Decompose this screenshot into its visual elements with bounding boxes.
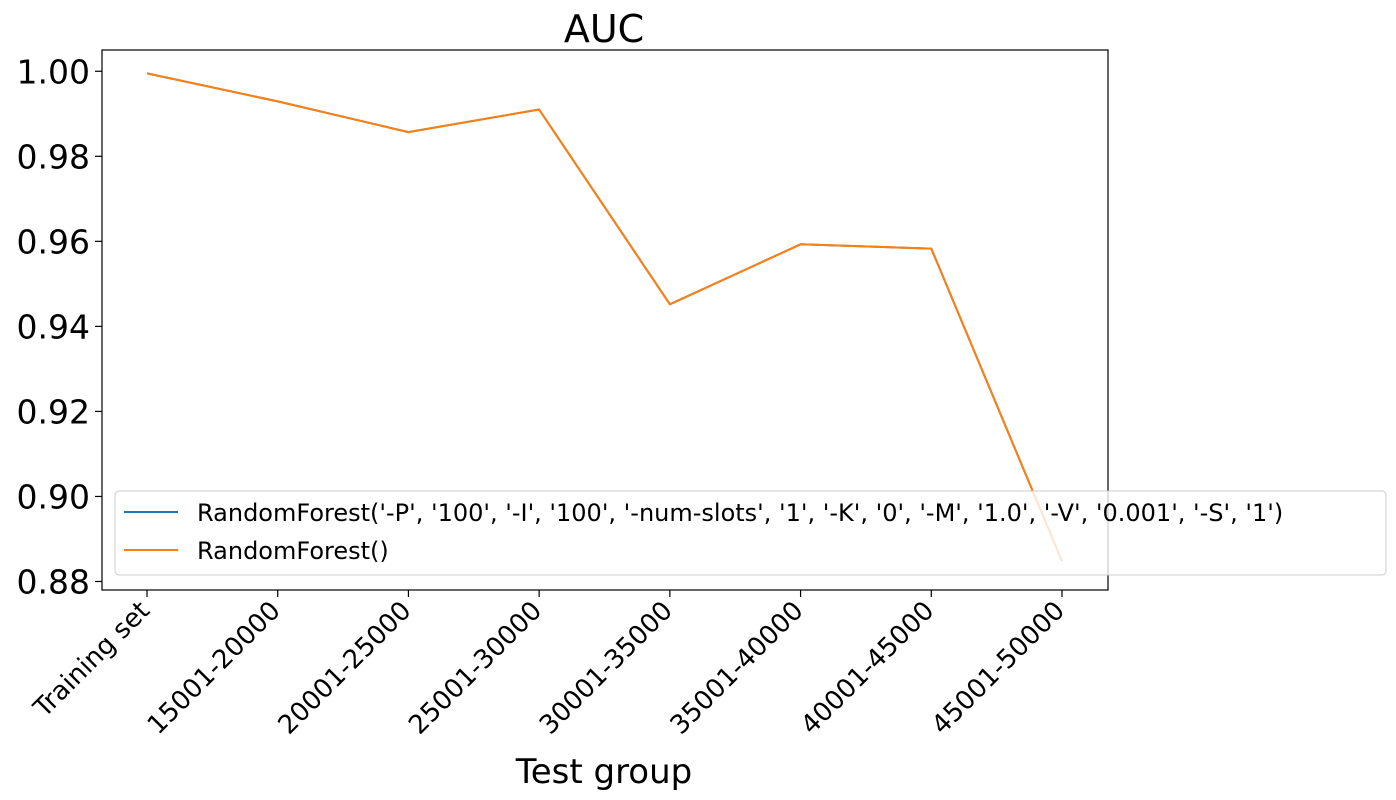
- x-axis: Training set15001-2000020001-2500025001-…: [28, 590, 1071, 741]
- legend-label-series-1: RandomForest('-P', '100', '-I', '100', '…: [197, 499, 1283, 527]
- chart-title: AUC: [564, 7, 644, 51]
- x-tick-label: Training set: [28, 596, 156, 724]
- x-tick-label: 15001-20000: [142, 596, 287, 741]
- legend: RandomForest('-P', '100', '-I', '100', '…: [114, 490, 1387, 576]
- x-tick-label: 45001-50000: [926, 596, 1071, 741]
- x-tick-label: 40001-45000: [795, 596, 940, 741]
- y-tick-label: 0.96: [17, 222, 90, 261]
- x-axis-label: Test group: [515, 752, 693, 792]
- series-line-2: [146, 72, 1063, 562]
- y-tick-label: 0.94: [17, 307, 90, 346]
- y-tick-label: 0.90: [17, 477, 90, 516]
- x-tick-label: 20001-25000: [273, 596, 418, 741]
- x-tick-label: 30001-35000: [534, 596, 679, 741]
- x-tick-label: 35001-40000: [665, 596, 810, 741]
- y-tick-label: 0.88: [17, 562, 90, 601]
- y-tick-label: 0.98: [17, 137, 90, 176]
- y-tick-label: 0.92: [17, 392, 90, 431]
- legend-box: [114, 490, 1387, 576]
- x-tick-label: 25001-30000: [403, 596, 548, 741]
- series-layer: [146, 72, 1063, 562]
- legend-label-series-2: RandomForest(): [197, 537, 389, 565]
- y-axis: 1.00 0.98 0.96 0.94 0.92 0.90 0.88: [17, 52, 102, 601]
- y-tick-label: 1.00: [17, 52, 90, 91]
